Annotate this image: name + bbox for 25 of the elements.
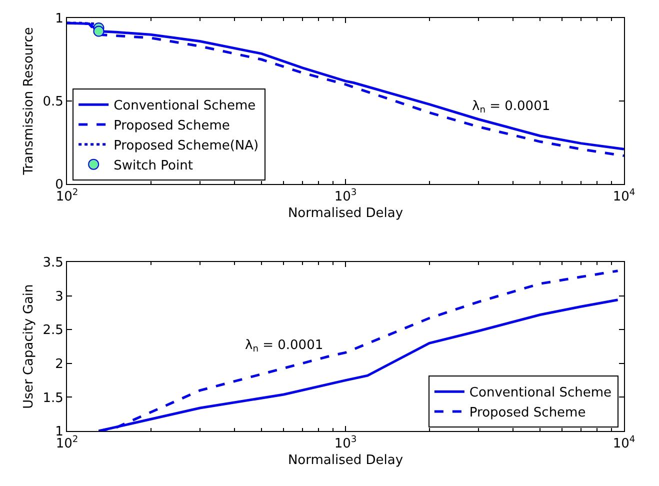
y-axis-title: User Capacity Gain xyxy=(22,284,37,409)
x-tick-label: 10$^{3}$ xyxy=(334,435,357,452)
y-tick-label: 2 xyxy=(55,356,64,372)
legend-label: Proposed Scheme xyxy=(114,118,230,134)
y-tick-label: 2.5 xyxy=(42,323,64,338)
x-axis-title: Normalised Delay xyxy=(288,206,404,222)
x-tick-label: 10$^{3}$ xyxy=(334,188,357,205)
y-tick-label: 1.5 xyxy=(42,390,64,406)
x-tick-label: 10$^{2}$ xyxy=(56,435,78,452)
x-tick-label: 10$^{4}$ xyxy=(612,435,636,452)
y-tick-label: 3 xyxy=(55,289,64,304)
x-tick-label: 10$^{4}$ xyxy=(612,188,636,205)
y-tick-label: 0.5 xyxy=(42,94,64,110)
legend-label: Conventional Scheme xyxy=(114,98,256,114)
y-tick-label: 1 xyxy=(55,12,64,27)
x-tick-label: 10$^{2}$ xyxy=(56,188,78,205)
x-axis-title: Normalised Delay xyxy=(288,453,404,468)
legend-label: Proposed Scheme(NA) xyxy=(114,138,259,154)
legend-label: Conventional Scheme xyxy=(469,386,612,401)
legend-label: Proposed Scheme xyxy=(469,406,586,421)
y-tick-label: 3.5 xyxy=(42,256,64,271)
annotation: λ$_{n}$ = 0.0001 xyxy=(245,338,324,355)
legend-label: Switch Point xyxy=(114,158,193,174)
y-axis-title: Transmission Resource xyxy=(22,27,37,176)
annotation: λ$_{n}$ = 0.0001 xyxy=(472,99,550,116)
